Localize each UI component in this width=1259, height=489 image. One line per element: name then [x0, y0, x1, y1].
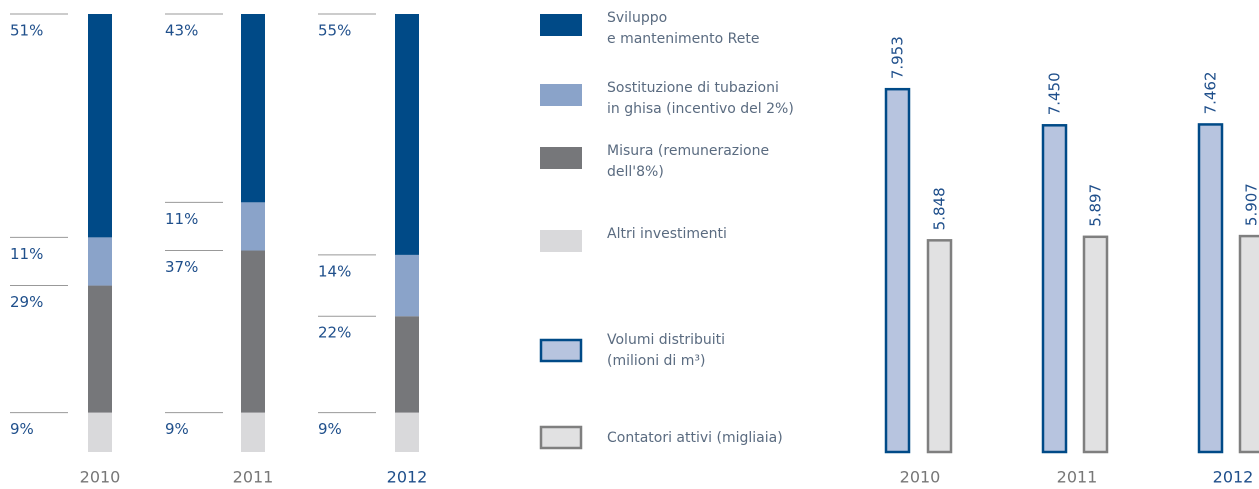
bar	[1197, 123, 1224, 454]
bar	[1041, 124, 1068, 454]
legend-swatch	[540, 147, 582, 169]
bar-segment	[88, 285, 112, 413]
x-tick-label: 2010	[900, 468, 941, 487]
bar	[1238, 234, 1259, 454]
legend-label: Sviluppo e mantenimento Rete	[607, 10, 759, 47]
legend-swatch	[540, 84, 582, 106]
value-label: 37%	[165, 258, 198, 276]
legend-swatch	[540, 14, 582, 36]
legend-swatch	[539, 425, 583, 450]
bar-segment	[88, 14, 112, 238]
bar-segment	[241, 250, 265, 413]
legend-swatch	[540, 230, 582, 252]
bar-segment	[241, 412, 265, 452]
value-label: 22%	[318, 324, 351, 342]
value-label: 7.953	[889, 36, 907, 79]
legend-label: Volumi distribuiti (milioni di m³)	[607, 332, 725, 369]
value-label: 9%	[318, 420, 342, 438]
value-label: 29%	[10, 293, 43, 311]
value-label: 43%	[165, 22, 198, 40]
bar-segment	[88, 237, 112, 286]
value-label: 9%	[165, 420, 189, 438]
bar-segment	[395, 316, 419, 413]
legend-label: Sostituzione di tubazioni in ghisa (incen…	[607, 80, 794, 117]
value-label: 5.897	[1087, 184, 1105, 227]
value-label: 5.848	[931, 187, 949, 230]
value-label: 11%	[10, 245, 43, 263]
bar-segment	[88, 412, 112, 452]
x-tick-label: 2011	[233, 468, 274, 487]
legend-label: Contatori attivi (migliaia)	[607, 430, 783, 446]
x-tick-label: 2010	[80, 468, 121, 487]
bar-segment	[395, 412, 419, 452]
bar-segment	[395, 14, 419, 255]
bar	[926, 239, 953, 454]
value-label: 7.462	[1202, 71, 1220, 114]
bar	[1082, 235, 1109, 454]
value-label: 11%	[165, 210, 198, 228]
bar-segment	[241, 14, 265, 203]
legend-swatch	[539, 338, 583, 363]
x-tick-label: 2012	[387, 468, 428, 487]
legend-label: Misura (remunerazione dell'8%)	[607, 143, 769, 180]
x-tick-label: 2012	[1213, 468, 1254, 487]
value-label: 51%	[10, 22, 43, 40]
value-label: 5.907	[1243, 183, 1259, 226]
bar-segment	[395, 254, 419, 317]
bar-segment	[241, 202, 265, 251]
value-label: 7.450	[1046, 72, 1064, 115]
x-tick-label: 2011	[1057, 468, 1098, 487]
value-label: 9%	[10, 420, 34, 438]
value-label: 14%	[318, 262, 351, 280]
legend-label: Altri investimenti	[607, 226, 727, 242]
bar	[884, 87, 911, 454]
value-label: 55%	[318, 22, 351, 40]
